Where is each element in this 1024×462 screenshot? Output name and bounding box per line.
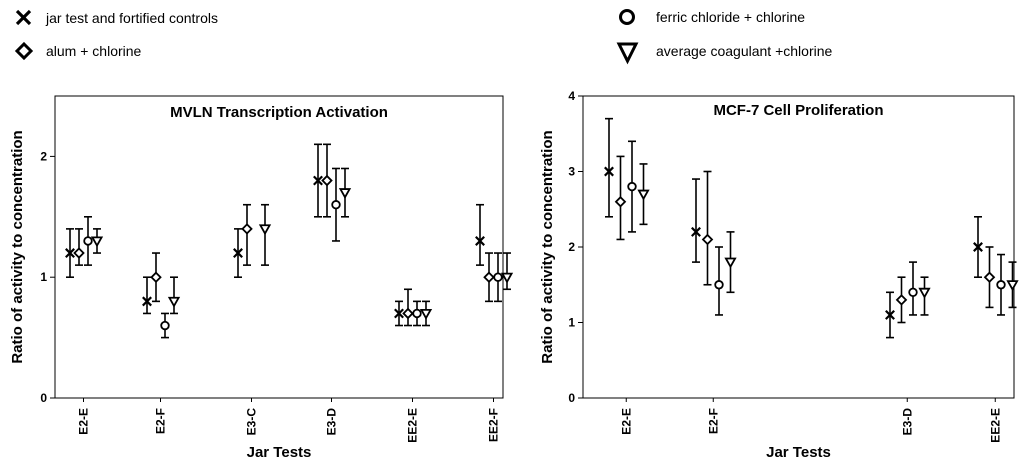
legend-label-ferric: ferric chloride + chlorine — [656, 9, 805, 25]
point-x-ee2-e-stroke-b — [394, 308, 404, 319]
legend-marker-triangle-down — [616, 42, 639, 65]
point-circle-e2-f — [714, 280, 724, 290]
point-x-ee2-e — [973, 242, 983, 252]
chart-title: MVLN Transcription Activation — [170, 104, 388, 121]
chart-mvln: MVLN Transcription Activation 0 1 2 Ratio of… — [9, 95, 514, 461]
point-x-e3-c — [233, 248, 243, 259]
point-diamond-ee2-e — [402, 307, 414, 320]
plot-frame — [54, 95, 504, 399]
legend: jar test and fortified controls alum + c… — [14, 9, 833, 65]
point-diamond-ee2-f — [483, 271, 495, 283]
category-label-ee2-e: EE2-E — [988, 408, 1002, 443]
point-x-e2-e — [65, 248, 75, 259]
y-tick-label-2: 2 — [568, 240, 575, 254]
category-label-e3-c: E3-C — [245, 408, 259, 436]
chart-mcf7: MCF-7 Cell Proliferation 0 1 2 3 4 Ratio of ac… — [539, 89, 1019, 461]
series-triangle-down — [637, 163, 1019, 316]
series-diamond — [73, 143, 495, 327]
point-x-e2-f-stroke-b — [691, 226, 701, 237]
x-axis-label: Jar Tests — [247, 444, 312, 461]
point-triangle-down-e2-f — [167, 296, 181, 308]
category-label-e2-e: E2-E — [619, 408, 633, 435]
point-x-ee2-e-stroke-b — [973, 242, 983, 252]
point-triangle-down-e2-e — [90, 236, 104, 248]
series-x — [604, 117, 983, 339]
point-diamond-e2-e — [73, 247, 85, 259]
point-x-e2-e-stroke-b — [604, 166, 614, 177]
category-label-e2-f: E2-F — [154, 408, 168, 434]
point-circle-ee2-f — [493, 272, 503, 282]
point-x-e3-d — [885, 309, 895, 320]
point-x-e3-c-stroke-b — [233, 248, 243, 259]
y-tick-label-3: 3 — [568, 165, 575, 179]
point-x-e3-d-stroke-b — [313, 175, 323, 186]
series-x — [65, 143, 485, 327]
point-circle-ee2-e — [412, 308, 422, 319]
series-triangle-down — [90, 167, 514, 327]
series-circle — [83, 167, 503, 339]
point-triangle-down-ee2-e — [419, 308, 433, 320]
y-axis-label: Ratio of activity to concentration — [9, 130, 26, 363]
point-circle-ee2-e — [996, 280, 1006, 290]
point-x-ee2-f-stroke-b — [475, 235, 485, 246]
point-x-ee2-f — [475, 235, 485, 246]
point-x-e2-e-stroke-b — [65, 248, 75, 259]
point-triangle-down-e2-e — [637, 189, 650, 201]
category-label-ee2-e: EE2-E — [406, 408, 420, 443]
legend-marker-circle — [619, 9, 635, 25]
point-triangle-down-e3-d — [338, 188, 352, 200]
series-diamond — [614, 155, 996, 324]
point-circle-e3-d — [331, 200, 341, 210]
point-x-ee2-e — [394, 308, 404, 319]
point-x-e2-e — [604, 166, 614, 177]
point-x-e3-d — [313, 175, 323, 186]
category-label-e3-d: E3-D — [325, 408, 339, 436]
point-triangle-down-e3-c — [258, 224, 272, 236]
point-circle-e2-e — [627, 181, 637, 192]
x-axis-label: Jar Tests — [766, 444, 831, 461]
category-label-e2-f: E2-F — [706, 408, 720, 434]
point-x-e2-f-stroke-b — [142, 296, 152, 307]
point-diamond-e2-f — [701, 233, 714, 246]
plot-frame — [582, 95, 1015, 399]
point-diamond-e2-f — [150, 271, 162, 283]
legend-item-controls: jar test and fortified controls — [15, 9, 218, 26]
legend-item-average: average coagulant +chlorine — [616, 42, 833, 65]
point-triangle-down-ee2-e — [1006, 280, 1019, 292]
legend-label-alum: alum + chlorine — [46, 43, 142, 59]
legend-item-ferric: ferric chloride + chlorine — [619, 9, 805, 25]
legend-label-average: average coagulant +chlorine — [656, 43, 833, 59]
series-circle — [627, 140, 1006, 316]
legend-marker-x — [15, 9, 32, 26]
category-label-ee2-f: EE2-F — [487, 408, 501, 442]
category-label-e2-e: E2-E — [77, 408, 91, 435]
point-diamond-e3-d — [895, 294, 908, 306]
category-label-e3-d: E3-D — [900, 408, 914, 436]
point-diamond-ee2-e — [983, 271, 996, 283]
y-tick-label-4: 4 — [568, 89, 575, 103]
legend-marker-diamond — [14, 41, 34, 61]
legend-item-alum: alum + chlorine — [14, 41, 142, 61]
point-x-e2-f — [691, 226, 701, 237]
chart-title: MCF-7 Cell Proliferation — [713, 102, 883, 119]
y-tick-label-0: 0 — [40, 391, 47, 405]
y-tick-label-0: 0 — [568, 391, 575, 405]
point-circle-e2-f — [160, 320, 170, 331]
y-axis-label: Ratio of activity to concentration — [539, 130, 556, 363]
y-tick-label-1: 1 — [40, 270, 47, 284]
point-triangle-down-e2-f — [724, 257, 737, 269]
point-diamond-e3-c — [241, 223, 253, 235]
point-diamond-e3-d — [321, 174, 333, 187]
point-triangle-down-e3-d — [918, 287, 931, 299]
point-x-e3-d-stroke-b — [885, 309, 895, 320]
y-tick-label-1: 1 — [568, 316, 575, 330]
point-x-e2-f — [142, 296, 152, 307]
point-triangle-down-ee2-f — [500, 272, 514, 284]
point-diamond-e2-e — [614, 195, 627, 208]
point-circle-e3-d — [908, 287, 918, 297]
legend-label-controls: jar test and fortified controls — [45, 10, 218, 26]
point-circle-e2-e — [83, 236, 93, 246]
y-tick-label-2: 2 — [40, 149, 47, 163]
